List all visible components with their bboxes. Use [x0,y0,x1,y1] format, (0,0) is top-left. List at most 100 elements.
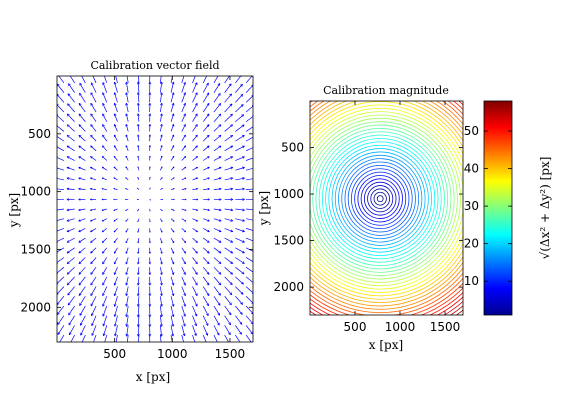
quiver-arrowhead [195,134,198,138]
quiver-arrow [245,266,253,273]
contour-line [363,181,397,216]
quiver-arrow [125,237,129,244]
quiver-arrowhead [90,282,94,286]
quiver-arrow [57,178,64,181]
contour-panel: Calibration magnitude 500 1000 1500 500 1000… [257,84,464,352]
quiver-arrow [202,134,210,142]
quiver-arrowhead [253,136,255,138]
quiver-arrowhead [161,177,163,179]
quiver-arrowhead [79,92,82,96]
quiver-arrowhead [125,220,127,222]
quiver-arrowhead [182,323,186,327]
quiver-arrowhead [113,134,117,138]
quiver-arrow [235,237,245,243]
quiver-arrowhead [194,82,198,86]
quiver-arrow [192,237,198,243]
quiver-arrowhead [230,219,234,222]
quiver-arrowhead [66,219,70,222]
quiver-arrowhead [196,177,199,180]
quiver-arrow [125,305,129,317]
quiver-arrow [68,305,75,316]
quiver-arrow [224,315,231,326]
quiver-arrow [235,325,242,335]
quiver-arrowhead [171,92,175,96]
quiver-arrow [91,305,97,317]
quiver-arrowhead [194,303,198,307]
quiver-arrowhead [102,102,105,106]
quiver-arrow [235,167,245,171]
quiver-arrowhead [195,293,198,297]
quiver-arrow [224,266,233,275]
contour-line [331,148,429,250]
quiver-arrowhead [113,113,117,117]
quiver-arrowhead [242,187,245,191]
quiver-arrow [192,76,196,84]
quiver-arrowhead [194,323,198,327]
quiver-arrowhead [125,209,127,211]
quiver-arrowhead [125,241,128,244]
quiver-arrow [235,177,245,181]
quiver-arrow [102,124,108,132]
quiver-arrowhead [160,145,163,148]
quiver-arrowhead [254,156,256,158]
quiver-arrow [224,296,232,306]
quiver-arrowhead [241,135,245,138]
quiver-arrowhead [183,303,186,307]
quiver-arrow [224,156,233,161]
quiver-arrow [160,237,163,244]
quiver-arrow [78,177,86,181]
quiver-arrowhead [207,156,210,159]
quiver-arrow [137,81,140,93]
contour-line [310,107,463,290]
quiver-arrow [113,218,118,222]
quiver-arrowhead [113,145,116,148]
quiver-arrowhead [78,250,82,254]
quiver-arrow [102,134,108,142]
quiver-arrow [57,296,65,305]
quiver-arrow [246,218,253,221]
quiver-arrow [245,334,252,342]
quiver-arrowhead [125,102,129,106]
quiver-arrowhead [148,113,152,116]
quiver-arrow [137,134,140,142]
quiver-arrowhead [183,251,186,254]
quiver-arrowhead [196,198,199,201]
contour-line [310,101,463,307]
quiver-arrow [102,92,108,103]
quiver-arrowhead [136,113,140,117]
quiver-arrowhead [125,230,128,233]
quiver-arrowhead [102,124,105,127]
quiver-arrow [79,92,86,103]
quiver-arrowhead [171,102,175,106]
quiver-arrow [170,237,175,244]
quiver-arrowhead [160,155,163,158]
quiver-arrow [202,145,210,152]
quiver-xtick-label: 1000 [157,347,188,361]
quiver-arrow [224,257,233,264]
quiver-arrowhead [194,343,196,345]
quiver-arrowhead [70,342,72,344]
quiver-arrow [57,218,65,221]
quiver-arrow [160,124,163,132]
quiver-arrowhead [240,291,244,295]
quiver-arrowhead [148,251,151,254]
quiver-arrowhead [91,313,94,317]
quiver-arrow [78,113,86,122]
quiver-arrowhead [78,177,81,180]
contour-line [338,154,423,243]
quiver-arrowhead [218,124,222,128]
quiver-arrowhead [101,240,105,243]
contour-xlabel: x [px] [369,338,403,352]
quiver-arrow [235,124,245,132]
quiver-arrowhead [102,145,105,148]
quiver-arrowhead [206,102,210,106]
contour-line [344,161,416,236]
quiver-arrow [90,208,97,211]
quiver-arrow [57,247,65,253]
quiver-arrowhead [79,322,83,326]
quiver-arrow [102,305,108,317]
quiver-arrow [170,276,174,286]
quiver-arrowhead [206,303,209,307]
colorbar-label: √(Δx² + Δy²) [px] [538,157,552,260]
quiver-arrow [93,334,97,342]
